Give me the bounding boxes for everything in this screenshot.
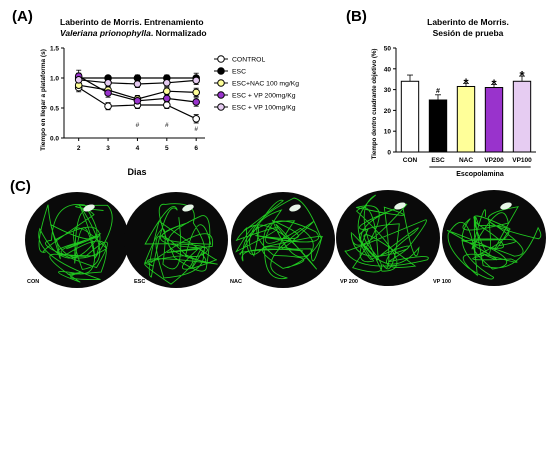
chart-a-xlabel: Dias — [127, 167, 146, 177]
panel-label-b: (B) — [346, 8, 367, 25]
chart-b-category-label: VP200 — [484, 157, 504, 164]
chart-a-point — [192, 88, 200, 97]
chart-a-point — [74, 76, 83, 84]
chart-b-ytick-label: 50 — [384, 46, 392, 53]
chart-b-ytick-label: 40 — [384, 66, 392, 73]
platform-marker — [182, 204, 194, 212]
chart-a-legend-marker — [217, 103, 225, 111]
chart-a-xtick-label: 4 — [136, 145, 140, 152]
chart-b-ytick-label: 10 — [384, 129, 392, 136]
arena-label: VP 100 — [433, 279, 451, 285]
panel-label-c: (C) — [10, 178, 31, 195]
chart-a-point — [104, 89, 112, 97]
chart-b-title-line1: Laberinto de Morris. — [427, 17, 509, 27]
swim-path — [446, 206, 542, 280]
chart-a-xtick-label: 6 — [194, 145, 198, 152]
chart-b-ytick-label: 20 — [384, 108, 392, 115]
chart-a-point — [192, 115, 200, 123]
chart-b-category-label: VP100 — [512, 157, 532, 164]
arenas-group: CON ESC NAC VP 200 VP 100 — [25, 190, 546, 288]
chart-a-annotation: # — [136, 122, 140, 129]
platform-marker — [500, 202, 512, 210]
arena-label: VP 200 — [340, 279, 358, 285]
chart-a-title-line1: Laberinto de Morris. Entrenamiento — [60, 17, 204, 27]
chart-a-xtick-label: 5 — [165, 145, 169, 152]
chart-b-category-label: CON — [403, 157, 418, 164]
arena-pool — [442, 190, 546, 286]
chart-b-category-label: NAC — [459, 157, 473, 164]
swim-path — [235, 197, 323, 280]
chart-a-point — [133, 80, 142, 88]
arena-pool — [25, 192, 129, 288]
chart-a-ytick-label: 0.0 — [50, 136, 59, 143]
chart-a-legend-marker — [217, 67, 225, 75]
arena-label: NAC — [230, 279, 242, 285]
chart-a-point — [104, 102, 112, 110]
chart-a-legend-marker — [217, 79, 225, 87]
chart-a-xtick-label: 3 — [106, 145, 110, 152]
panel-label-a: (A) — [12, 8, 33, 25]
chart-a-point — [192, 98, 200, 106]
chart-a-point — [104, 79, 112, 87]
chart-b-ytick-label: 30 — [384, 87, 392, 94]
chart-b-axes: 0 10 20 30 40 50 — [384, 46, 536, 157]
platform-marker — [83, 204, 95, 212]
chart-a-point — [163, 94, 171, 103]
chart-a-annotation: # — [194, 126, 198, 133]
chart-a-ytick-label: 1.5 — [50, 46, 59, 53]
chart-a-legend-label: ESC + VP 200mg/Kg — [232, 93, 296, 100]
chart-a-ylabel: Tiempo en llegar a plataforma (s) — [40, 49, 47, 151]
chart-a-legend-marker — [217, 55, 225, 63]
chart-a-axes: 0.0 0.5 1.0 1.5 2 3 4 5 6 — [50, 46, 205, 152]
chart-a-legend-label: ESC + VP 100mg/Kg — [232, 105, 296, 112]
chart-b-group-label: Escopolamina — [456, 171, 504, 178]
chart-b-bars: CON # ESC * NAC * VP200 * VP100 Escopolamina — [400, 68, 532, 178]
platform-marker — [394, 202, 406, 210]
chart-a-series: # # # — [74, 69, 200, 133]
chart-a-legend-marker — [217, 91, 225, 99]
swim-path — [38, 203, 113, 283]
swim-path — [344, 194, 429, 273]
arena-label: ESC — [134, 279, 145, 285]
arena-label: CON — [27, 279, 39, 285]
chart-a-point — [192, 76, 200, 85]
chart-a-xtick-label: 2 — [77, 145, 81, 152]
chart-b-category-label: ESC — [431, 157, 445, 164]
line-chart-training: Laberinto de Morris. Entrenamiento Valer… — [40, 17, 299, 177]
chart-a-legend-label: CONTROL — [232, 57, 265, 64]
chart-a-ytick-label: 0.5 — [50, 106, 59, 113]
chart-a-annotation: # — [165, 122, 169, 129]
chart-a-title-line2: Valeriana prionophylla. Normalizado — [60, 28, 207, 38]
chart-b-title-line2: Sesión de prueba — [433, 28, 504, 38]
chart-b-ylabel: Tiempo dentro cuadrante objetivo (%) — [371, 49, 378, 160]
chart-a-point — [163, 79, 171, 87]
swim-path-panel: CON ESC NAC VP 200 VP 100 — [25, 190, 546, 288]
chart-a-point — [163, 87, 171, 95]
chart-b-marker: # — [436, 88, 440, 95]
chart-a-legend-label: ESC+NAC 100 mg/Kg — [232, 81, 299, 88]
chart-a-legend: CONTROL ESC ESC+NAC 100 mg/Kg ESC + VP 200m… — [214, 55, 299, 112]
chart-a-ytick-label: 1.0 — [50, 76, 59, 83]
platform-marker — [289, 204, 301, 212]
chart-a-title-rest: . Normalizado — [151, 28, 207, 38]
chart-b-ytick-label: 0 — [387, 150, 391, 157]
chart-a-point — [133, 97, 142, 105]
chart-a-title-italic: Valeriana prionophylla — [60, 28, 151, 38]
chart-b-marker: * — [519, 68, 525, 83]
swim-path — [144, 203, 218, 285]
chart-a-legend-label: ESC — [232, 69, 246, 76]
bar-chart-test-session: Laberinto de Morris. Sesión de prueba Ti… — [371, 17, 536, 178]
chart-b-marker: * — [491, 76, 497, 91]
chart-b-marker: * — [463, 75, 469, 90]
